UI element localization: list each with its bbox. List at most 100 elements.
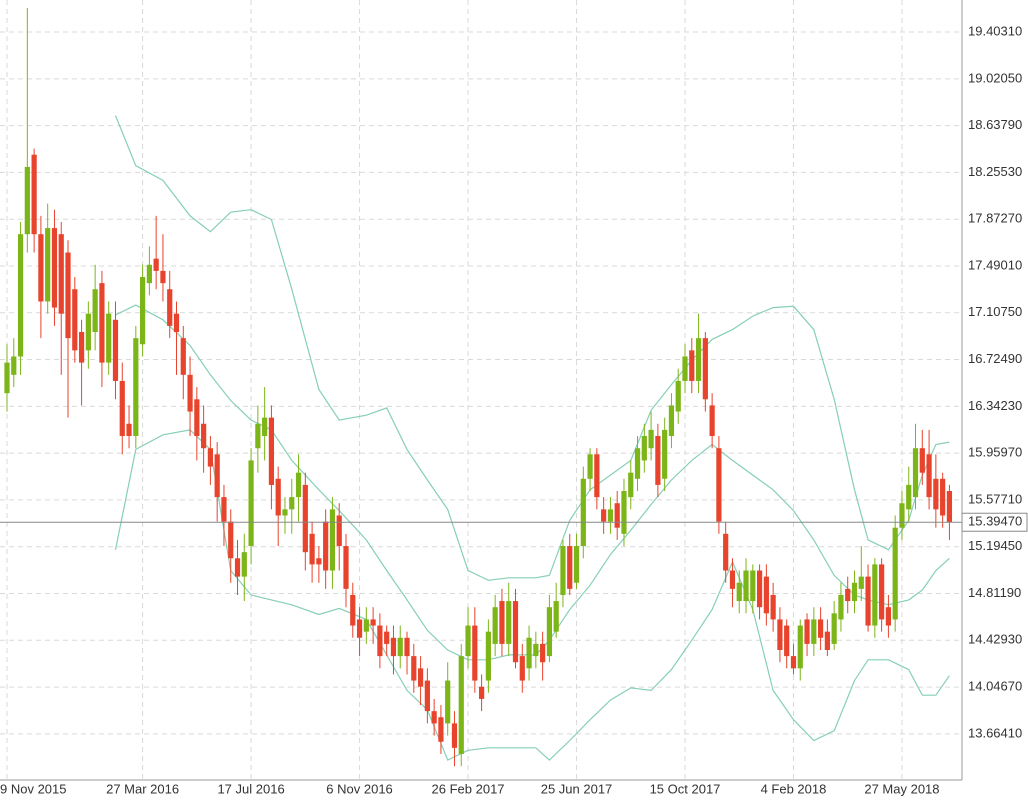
- candle-body: [634, 448, 641, 479]
- candle-body: [716, 448, 722, 522]
- candle-body: [58, 234, 64, 314]
- candle-body: [512, 601, 519, 663]
- candle-body: [831, 613, 837, 644]
- candle-body: [316, 558, 322, 565]
- candle-body: [594, 454, 600, 498]
- candle-body: [92, 289, 98, 333]
- candle-body: [370, 619, 376, 626]
- candle-body: [702, 338, 708, 400]
- candle-body: [262, 417, 268, 436]
- candle-body: [587, 454, 593, 479]
- candle-body: [472, 625, 478, 681]
- candle-body: [851, 582, 858, 602]
- candle-body: [668, 405, 675, 436]
- candle-body: [38, 234, 44, 302]
- y-tick-label: 19.40310: [968, 23, 1022, 38]
- candle-body: [573, 546, 580, 583]
- candle-body: [824, 631, 830, 650]
- candle-body: [682, 356, 688, 381]
- candle-body: [356, 619, 363, 638]
- candle-body: [580, 478, 586, 547]
- candle-body: [173, 313, 180, 333]
- candle-body: [797, 625, 803, 669]
- candle-body: [804, 619, 810, 644]
- candle-body: [933, 478, 939, 510]
- candle-body: [777, 619, 783, 650]
- x-tick-label: 17 Jul 2016: [217, 781, 284, 796]
- band-upper: [114, 115, 950, 581]
- candle-body: [268, 417, 275, 485]
- candle-body: [45, 228, 51, 302]
- candle-body: [695, 338, 702, 381]
- candle-body: [234, 558, 241, 577]
- candle-body: [621, 491, 627, 534]
- candle-body: [662, 429, 668, 479]
- candle-body: [858, 576, 864, 589]
- candle-body: [160, 270, 166, 284]
- candle-body: [750, 570, 756, 602]
- candle-body: [241, 552, 247, 577]
- x-tick-label: 26 Feb 2017: [432, 781, 505, 796]
- candle-body: [397, 637, 403, 657]
- y-tick-label: 18.25530: [968, 164, 1022, 179]
- candle-body: [309, 533, 315, 565]
- candle-body: [479, 686, 485, 699]
- candle-body: [465, 625, 471, 657]
- candle-body: [390, 637, 397, 657]
- candle-body: [282, 509, 288, 516]
- candle-body: [289, 497, 295, 510]
- candle-body: [818, 619, 824, 638]
- candle-body: [221, 497, 227, 522]
- x-tick-label: 27 May 2018: [864, 781, 939, 796]
- candle-body: [946, 491, 953, 523]
- candle-body: [228, 521, 234, 559]
- candle-body: [892, 527, 898, 620]
- candle-body: [201, 423, 207, 449]
- candle-body: [709, 405, 715, 436]
- candle-body: [336, 515, 342, 547]
- candle-body: [438, 717, 444, 742]
- candle-body: [872, 564, 878, 626]
- candle-body: [275, 478, 281, 516]
- candle-body: [675, 380, 681, 412]
- candle-body: [655, 435, 661, 485]
- candle-body: [343, 546, 349, 589]
- candle-body: [770, 594, 776, 620]
- y-tick-label: 15.19450: [968, 538, 1022, 553]
- candle-body: [723, 533, 729, 571]
- candle-body: [431, 711, 437, 724]
- x-tick-label: 15 Oct 2017: [650, 781, 721, 796]
- y-tick-label: 15.95970: [968, 445, 1022, 460]
- candle-body: [845, 588, 851, 602]
- candle-body: [126, 423, 132, 436]
- band-lower: [114, 429, 950, 761]
- x-tick-label: 9 Nov 2015: [0, 781, 67, 796]
- candle-body: [458, 656, 464, 754]
- x-tick-label: 27 Mar 2016: [106, 781, 179, 796]
- candle-body: [167, 289, 173, 326]
- candle-body: [11, 356, 17, 375]
- candle-body: [919, 448, 925, 473]
- y-tick-label: 13.66410: [968, 725, 1022, 740]
- candle-body: [628, 472, 634, 498]
- candle-body: [31, 154, 37, 235]
- candle-body: [865, 576, 871, 626]
- candle-body: [363, 619, 369, 632]
- last-price-box: [961, 512, 1028, 532]
- candle-body: [24, 166, 30, 235]
- y-tick-label: 14.04670: [968, 679, 1022, 694]
- y-tick-label: 14.42930: [968, 632, 1022, 647]
- candle-body: [506, 601, 512, 644]
- candle-body: [492, 607, 498, 644]
- candle-body: [485, 631, 491, 681]
- y-tick-label: 19.02050: [968, 70, 1022, 85]
- candle-body: [99, 283, 105, 363]
- candle-body: [763, 576, 769, 614]
- candle-body: [255, 423, 261, 449]
- candle-body: [885, 607, 891, 626]
- candle-body: [214, 454, 220, 498]
- candle-body: [879, 564, 885, 620]
- candle-body: [350, 594, 356, 626]
- candle-body: [194, 399, 200, 436]
